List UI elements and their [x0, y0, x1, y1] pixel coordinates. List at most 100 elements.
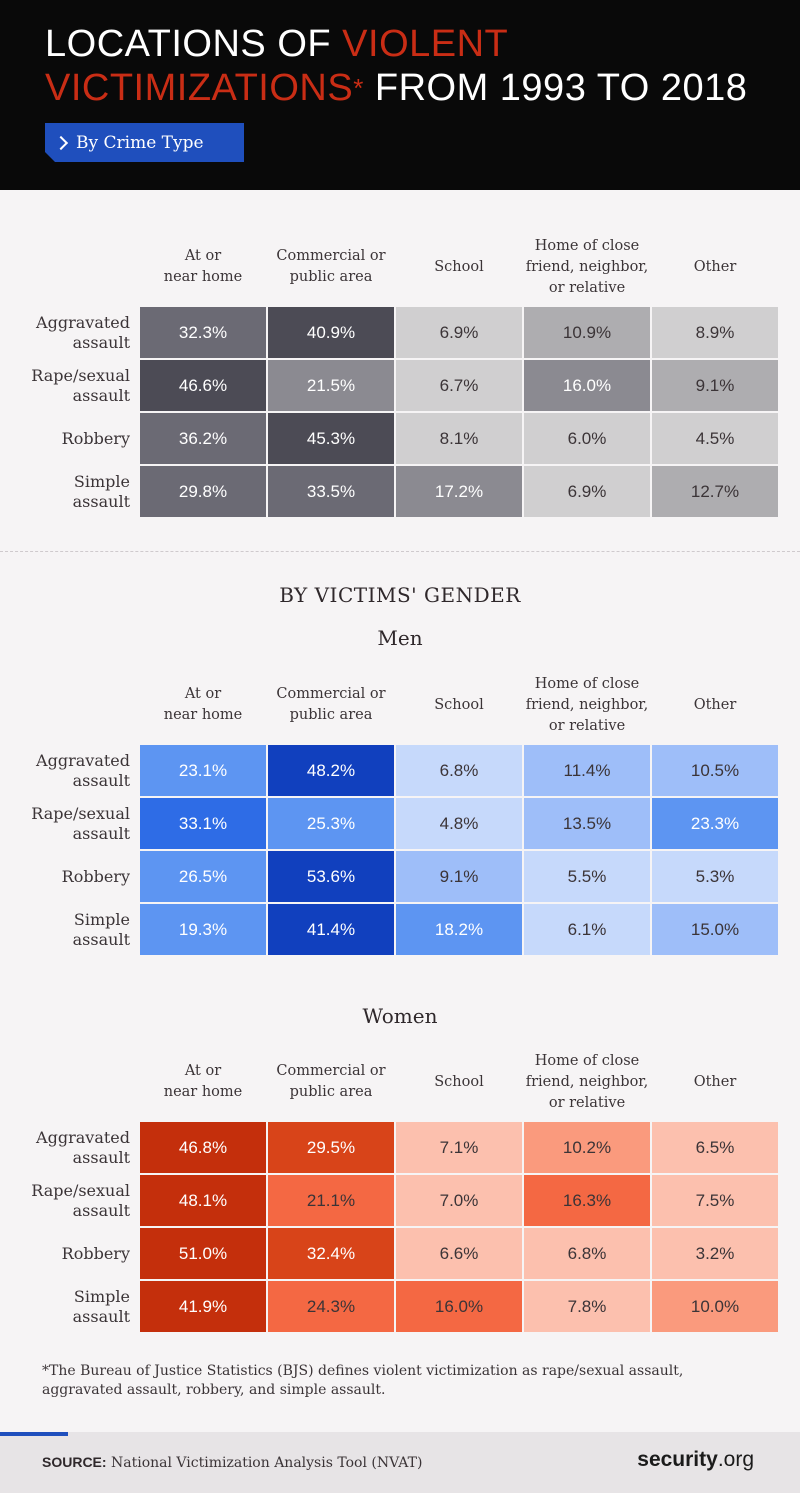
column-header: At or near home [163, 686, 243, 723]
footnote: *The Bureau of Justice Statistics (BJS) … [42, 1363, 684, 1398]
column-header: School [434, 696, 484, 713]
heatmap-cell: 6.7% [396, 360, 522, 411]
column-header: Home of close friend, neighbor, or relativ… [525, 675, 649, 734]
heatmap-cell: 15.0% [652, 904, 778, 955]
heatmap-cell: 10.5% [652, 745, 778, 796]
heatmap-cell: 51.0% [140, 1228, 266, 1279]
column-header: Commercial or public area [276, 1063, 386, 1100]
crime-type-badge: By Crime Type [45, 123, 244, 162]
title-part-2: FROM 1993 TO 2018 [363, 67, 748, 109]
title-part-1: LOCATIONS OF [45, 23, 343, 65]
heatmap-cell: 45.3% [268, 413, 394, 464]
heatmap-cell: 41.9% [140, 1281, 266, 1332]
heatmap-cell: 23.1% [140, 745, 266, 796]
heatmap-cell: 5.3% [652, 851, 778, 902]
heatmap-cell: 21.1% [268, 1175, 394, 1226]
heatmap-cell: 10.0% [652, 1281, 778, 1332]
row-label: Aggravated assault [36, 1127, 130, 1167]
heatmap-cell: 9.1% [396, 851, 522, 902]
heatmap-cell: 10.2% [524, 1122, 650, 1173]
row-label: Robbery [61, 428, 130, 448]
heatmap-cell: 11.4% [524, 745, 650, 796]
row-label: Rape/sexual assault [31, 365, 130, 405]
row-label: Aggravated assault [36, 750, 130, 790]
heatmap-cell: 3.2% [652, 1228, 778, 1279]
column-header: Commercial or public area [276, 686, 386, 723]
section-divider [0, 551, 800, 552]
heatmap-cell: 6.9% [524, 466, 650, 517]
heatmap-cell: 18.2% [396, 904, 522, 955]
heatmap-cell: 12.7% [652, 466, 778, 517]
row-label: Robbery [61, 1243, 130, 1263]
men-subtitle: Men [377, 626, 423, 650]
heatmap-cell: 7.5% [652, 1175, 778, 1226]
column-header: School [434, 258, 484, 275]
heatmap-cell: 6.8% [396, 745, 522, 796]
heatmap-cell: 32.3% [140, 307, 266, 358]
heatmap-cell: 6.5% [652, 1122, 778, 1173]
brand-domain: .org [717, 1448, 754, 1471]
heatmap-cell: 6.9% [396, 307, 522, 358]
heatmap-cell: 46.8% [140, 1122, 266, 1173]
heatmap-cell: 21.5% [268, 360, 394, 411]
row-label: Aggravated assault [36, 312, 130, 352]
heatmap-cell: 29.8% [140, 466, 266, 517]
column-header: At or near home [163, 248, 243, 285]
column-header: Home of close friend, neighbor, or relativ… [525, 1052, 649, 1111]
heatmap-cell: 29.5% [268, 1122, 394, 1173]
heatmap-cell: 32.4% [268, 1228, 394, 1279]
heatmap-cell: 7.0% [396, 1175, 522, 1226]
column-header: At or near home [163, 1063, 243, 1100]
gender-section-title: BY VICTIMS' GENDER [279, 583, 521, 607]
row-label: Robbery [61, 866, 130, 886]
column-header: Other [693, 1073, 737, 1090]
heatmap-cell: 53.6% [268, 851, 394, 902]
row-label: Simple assault [72, 1286, 130, 1326]
heatmap-cell: 41.4% [268, 904, 394, 955]
heatmap-cell: 33.5% [268, 466, 394, 517]
heatmap-cell: 4.5% [652, 413, 778, 464]
row-label: Simple assault [72, 471, 130, 511]
heatmap-cell: 23.3% [652, 798, 778, 849]
brand-name: security [637, 1448, 718, 1471]
footer: SOURCE: National Victimization Analysis … [0, 1432, 800, 1493]
women-subtitle: Women [362, 1004, 438, 1028]
heatmap-cell: 6.8% [524, 1228, 650, 1279]
source-line: SOURCE: National Victimization Analysis … [42, 1454, 422, 1471]
title-highlight-2: VICTIMIZATIONS [45, 67, 354, 109]
heatmap-cell: 24.3% [268, 1281, 394, 1332]
footer-accent-bar [0, 1432, 68, 1436]
page-title: LOCATIONS OF VIOLENT VICTIMIZATIONS* FROM… [45, 22, 747, 110]
heatmap-cell: 8.1% [396, 413, 522, 464]
heatmap-cell: 6.1% [524, 904, 650, 955]
title-asterisk: * [353, 73, 364, 103]
heatmap-cell: 36.2% [140, 413, 266, 464]
column-header: Other [693, 258, 737, 275]
heatmap-cell: 25.3% [268, 798, 394, 849]
column-header: School [434, 1073, 484, 1090]
row-label: Simple assault [72, 909, 130, 949]
column-header: Home of close friend, neighbor, or relativ… [525, 237, 649, 296]
heatmap-cell: 26.5% [140, 851, 266, 902]
source-text: National Victimization Analysis Tool (NV… [106, 1455, 423, 1471]
badge-label: By Crime Type [76, 132, 204, 153]
heatmap-cell: 40.9% [268, 307, 394, 358]
heatmap-cell: 16.0% [396, 1281, 522, 1332]
heatmap-cell: 8.9% [652, 307, 778, 358]
heatmap-cell: 6.6% [396, 1228, 522, 1279]
heatmap-cell: 46.6% [140, 360, 266, 411]
column-header: Commercial or public area [276, 248, 386, 285]
heatmap-cell: 33.1% [140, 798, 266, 849]
brand-logo[interactable]: security.org [637, 1448, 754, 1472]
heatmap-cell: 9.1% [652, 360, 778, 411]
source-label: SOURCE: [42, 1454, 107, 1470]
heatmap-cell: 48.1% [140, 1175, 266, 1226]
heatmap-cell: 6.0% [524, 413, 650, 464]
heatmap-cell: 7.8% [524, 1281, 650, 1332]
header-banner: LOCATIONS OF VIOLENT VICTIMIZATIONS* FROM… [0, 0, 800, 190]
heatmap-cell: 5.5% [524, 851, 650, 902]
heatmap-cell: 13.5% [524, 798, 650, 849]
heatmap-cell: 16.3% [524, 1175, 650, 1226]
column-header: Other [693, 696, 737, 713]
title-highlight-1: VIOLENT [342, 23, 509, 65]
